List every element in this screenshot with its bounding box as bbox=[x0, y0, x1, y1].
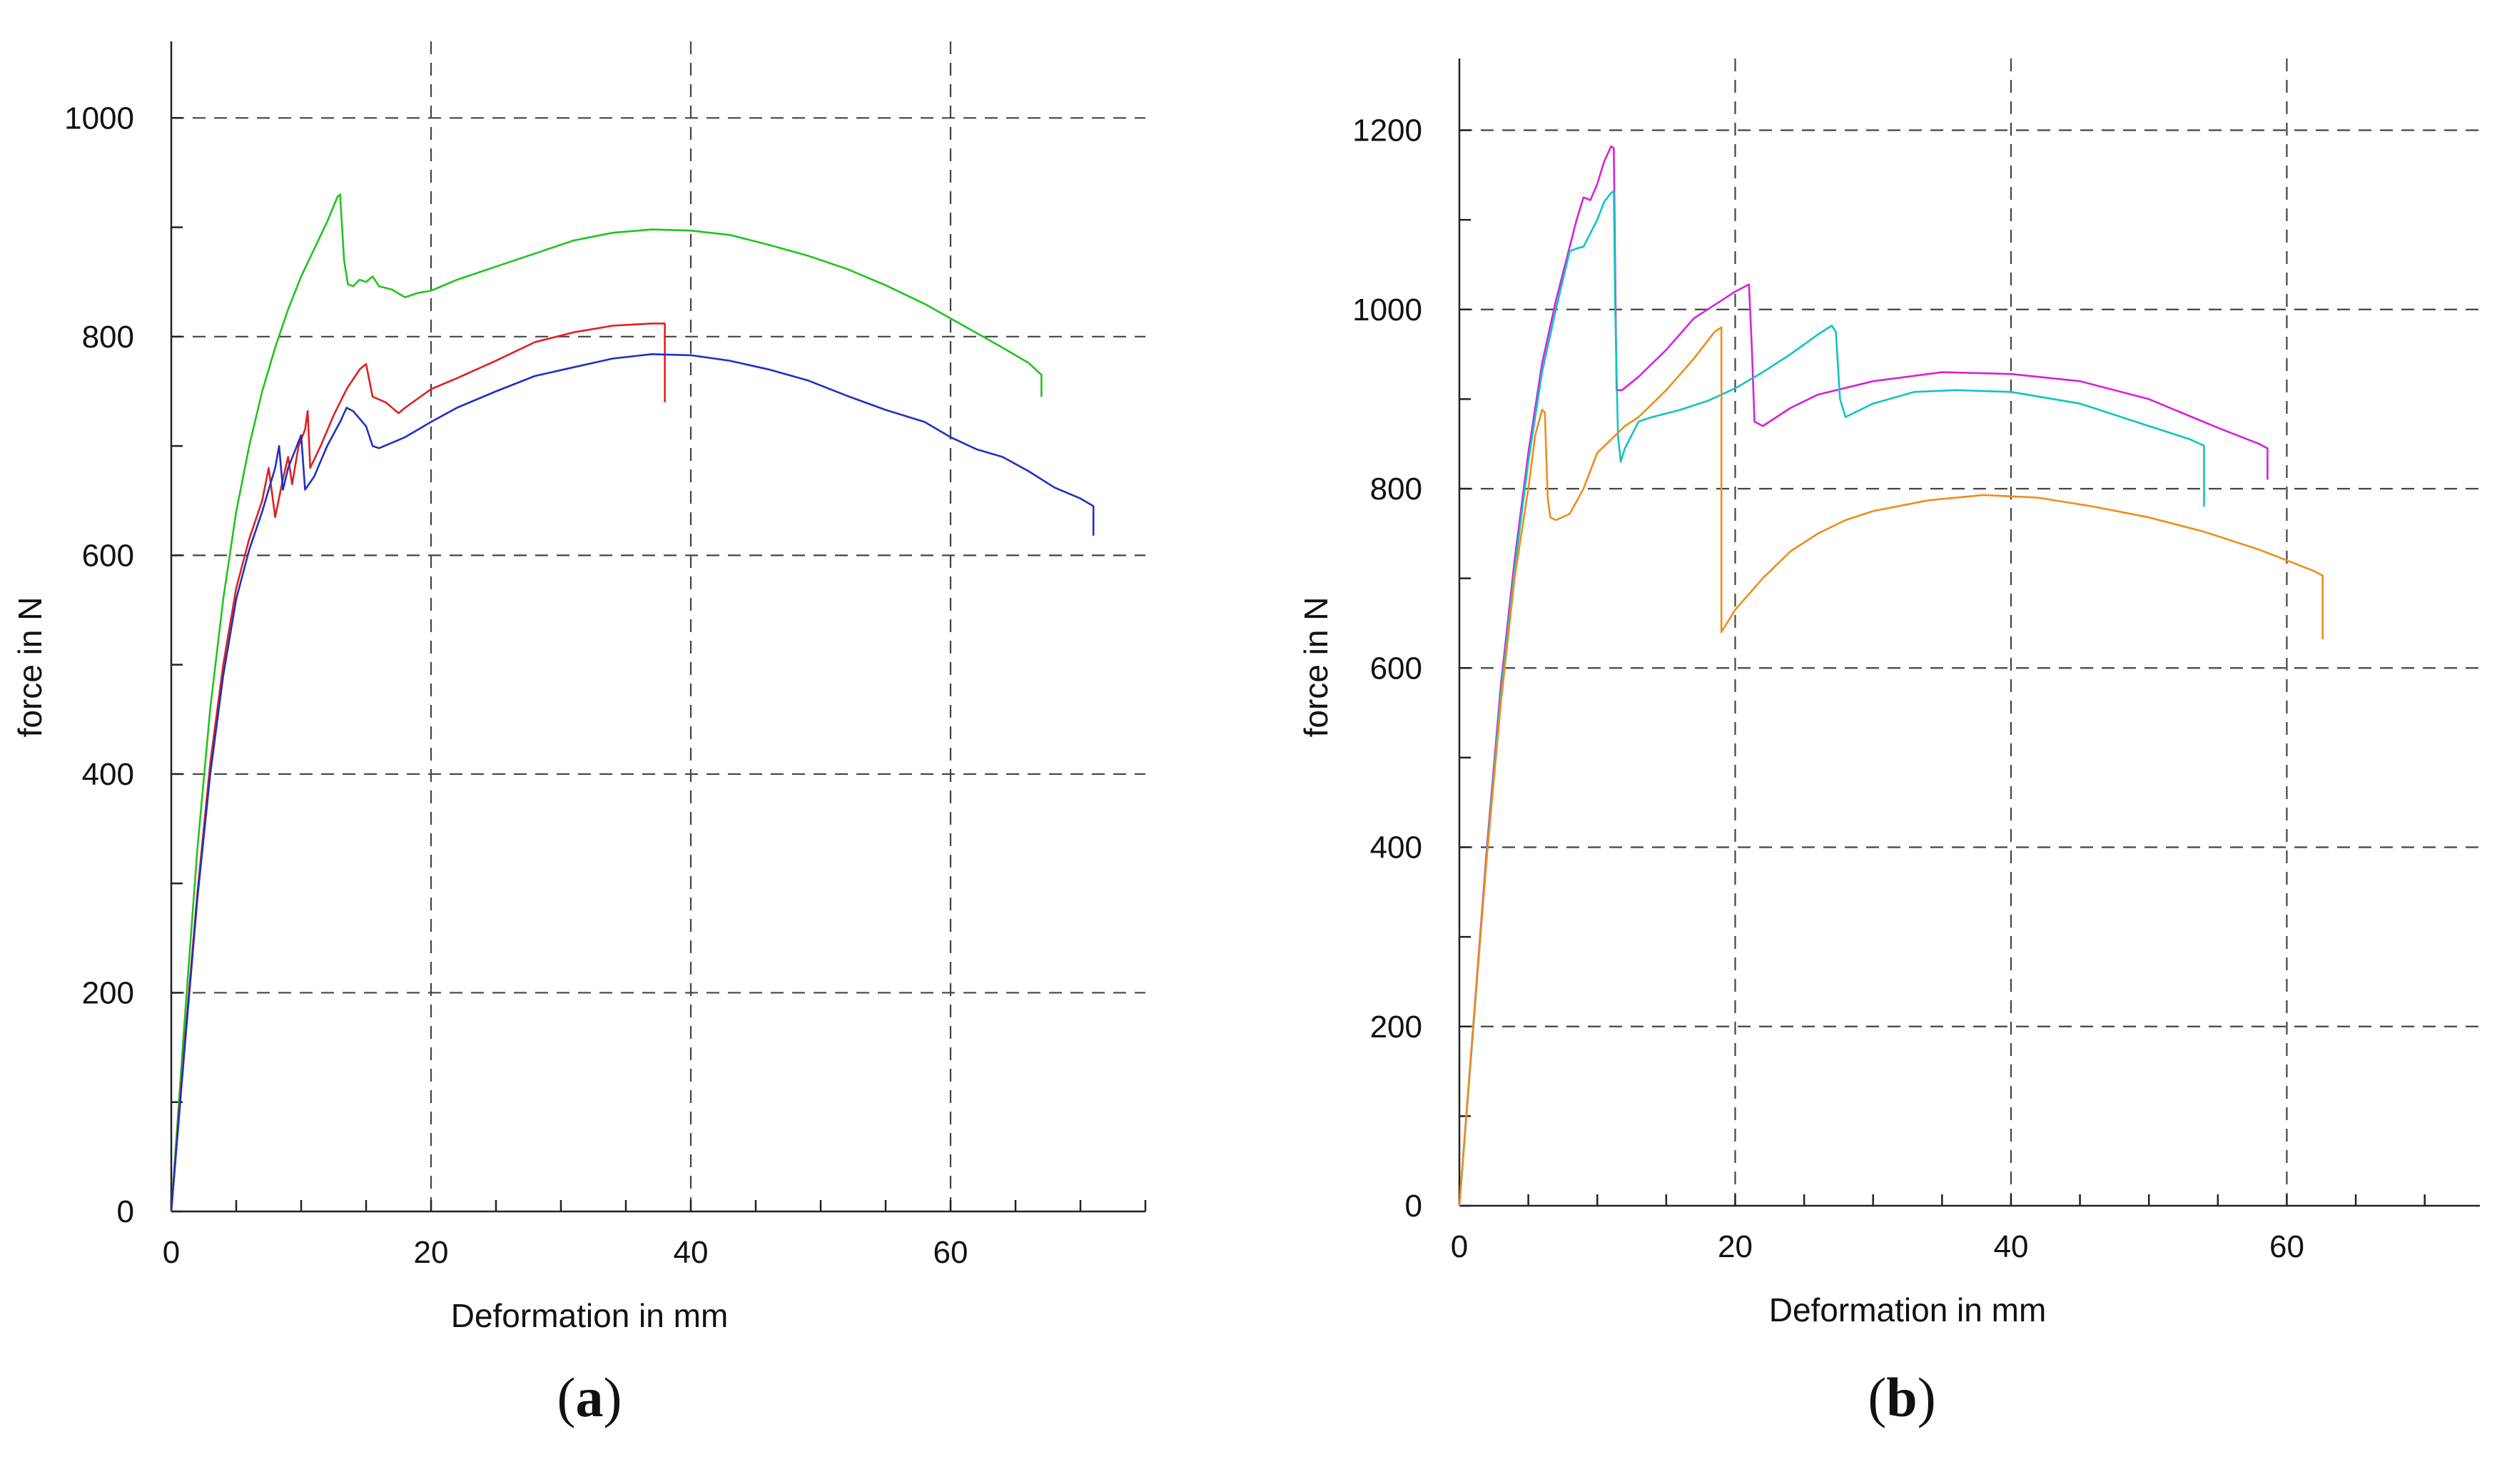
chart-b-panel-letter: b bbox=[1886, 1366, 1917, 1428]
chart-b-y-tick-label: 1000 bbox=[1352, 293, 1422, 327]
chart-b-y-tick-label: 0 bbox=[1405, 1189, 1422, 1224]
chart-a-y-tick-label: 400 bbox=[82, 757, 134, 792]
chart-b-y-tick-label: 800 bbox=[1370, 472, 1422, 507]
chart-b-y-tick-label: 600 bbox=[1370, 651, 1422, 686]
chart-a-ylabel: force in N bbox=[11, 597, 49, 738]
chart-b-y-tick-label: 400 bbox=[1370, 830, 1422, 865]
chart-a-y-tick-label: 0 bbox=[117, 1194, 134, 1229]
chart-b-y-tick-label: 200 bbox=[1370, 1010, 1422, 1045]
chart-a-axes bbox=[170, 41, 1145, 1213]
chart-b-series-cyan bbox=[1458, 190, 2205, 1206]
chart-a-series bbox=[170, 193, 1095, 1212]
chart-b-x-tick-label: 20 bbox=[1718, 1229, 1753, 1264]
chart-a-y-tick-label: 200 bbox=[82, 975, 134, 1010]
chart-a-x-tick-label: 0 bbox=[163, 1235, 180, 1270]
chart-b-x-tick-label: 60 bbox=[2269, 1229, 2304, 1264]
chart-b-axes bbox=[1458, 59, 2480, 1207]
chart-a-x-tick-label: 40 bbox=[674, 1235, 709, 1270]
chart-a-series-green bbox=[170, 193, 1043, 1212]
chart-a-y-tick-label: 1000 bbox=[64, 101, 134, 136]
chart-a-x-tick-label: 20 bbox=[414, 1235, 449, 1270]
chart-b-series bbox=[1458, 145, 2324, 1206]
chart-b-series-orange bbox=[1458, 326, 2324, 1206]
chart-b-y-tick-label: 1200 bbox=[1352, 113, 1422, 148]
chart-a-y-tick-label: 600 bbox=[82, 538, 134, 573]
chart-a-xlabel: Deformation in mm bbox=[451, 1297, 729, 1334]
chart-b-ylabel: force in N bbox=[1297, 597, 1334, 738]
chart-b-panel-label: (b) bbox=[1868, 1366, 1935, 1428]
chart-a-y-tick-label: 800 bbox=[82, 320, 134, 355]
chart-b-x-tick-label: 40 bbox=[1993, 1229, 2028, 1264]
chart-b-x-tick-label: 0 bbox=[1451, 1229, 1468, 1264]
chart-a-x-tick-label: 60 bbox=[933, 1235, 968, 1270]
chart-a-panel-letter: a bbox=[576, 1366, 604, 1428]
chart-b-xlabel: Deformation in mm bbox=[1769, 1291, 2047, 1328]
chart-a-grid bbox=[171, 41, 1145, 1211]
chart-a-series-red bbox=[170, 322, 666, 1212]
chart-b-series-magenta bbox=[1458, 145, 2269, 1206]
chart-a-series-blue bbox=[170, 353, 1095, 1212]
chart-a-panel-label: (a) bbox=[557, 1366, 622, 1428]
